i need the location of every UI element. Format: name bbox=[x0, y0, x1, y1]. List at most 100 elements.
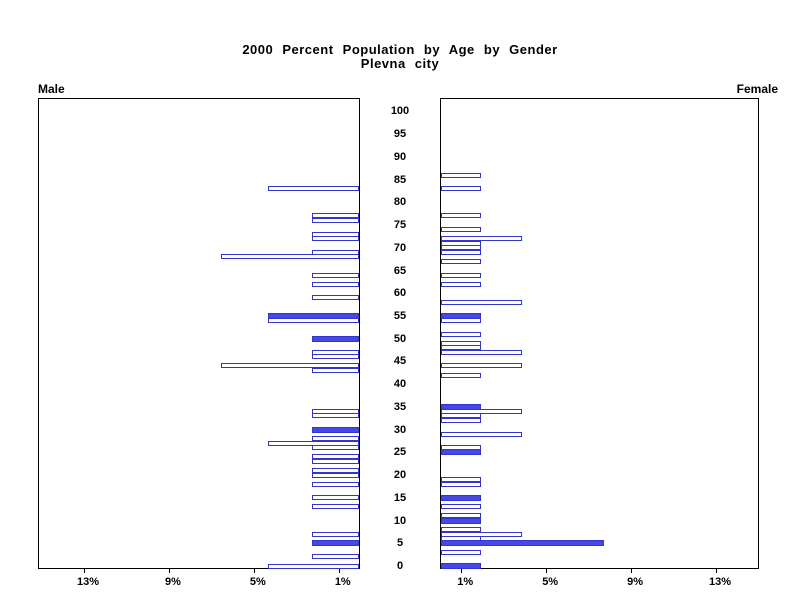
male-axis-tick bbox=[84, 569, 85, 573]
male-axis-tick bbox=[253, 569, 255, 573]
bar-male-age-68 bbox=[221, 254, 359, 260]
age-tick-label: 0 bbox=[396, 560, 404, 572]
bar-male-age-76 bbox=[312, 218, 359, 224]
bar-male-age-23 bbox=[312, 458, 359, 464]
female-axis-tick bbox=[631, 569, 633, 573]
bar-male-age-15 bbox=[312, 495, 359, 501]
bar-female-age-7 bbox=[441, 531, 522, 537]
female-percent-tick-label: 5% bbox=[542, 576, 559, 588]
bar-female-age-15 bbox=[441, 494, 481, 501]
bar-female-age-47 bbox=[441, 349, 522, 355]
bar-female-age-72 bbox=[441, 236, 522, 242]
male-percent-tick-label: 13% bbox=[76, 576, 100, 588]
age-tick-label: 10 bbox=[393, 514, 407, 527]
bar-female-age-44 bbox=[441, 363, 522, 369]
age-tick-label: 20 bbox=[393, 469, 407, 482]
bar-male-age-73 bbox=[312, 231, 359, 237]
bar-male-age-5 bbox=[312, 540, 359, 547]
bar-female-age-77 bbox=[441, 213, 481, 219]
bar-female-age-19 bbox=[441, 477, 481, 483]
bar-male-age-62 bbox=[312, 281, 359, 287]
age-tick-label: 40 bbox=[393, 378, 407, 391]
bar-male-age-33 bbox=[312, 413, 359, 419]
female-percent-tick-label: 9% bbox=[627, 576, 644, 588]
bar-male-age-46 bbox=[312, 354, 359, 360]
bar-female-age-48 bbox=[441, 345, 481, 351]
bar-male-age-0 bbox=[268, 563, 359, 569]
male-percent-tick-label: 5% bbox=[249, 576, 266, 588]
female-panel-header: Female bbox=[736, 82, 778, 96]
bar-male-age-2 bbox=[312, 554, 359, 560]
chart-title: 2000 Percent Population by Age by Gender bbox=[242, 42, 558, 57]
bar-male-age-26 bbox=[312, 445, 359, 451]
age-tick-label: 5 bbox=[396, 537, 404, 550]
bar-female-age-3 bbox=[441, 549, 481, 555]
bar-female-age-86 bbox=[441, 172, 481, 178]
bar-female-age-34 bbox=[441, 408, 522, 414]
bar-male-age-59 bbox=[312, 295, 359, 301]
bar-female-age-64 bbox=[441, 272, 481, 278]
age-tick-label: 50 bbox=[393, 332, 407, 345]
age-tick-label: 65 bbox=[393, 264, 407, 277]
age-tick-label: 45 bbox=[393, 355, 407, 368]
age-tick-label: 95 bbox=[393, 128, 407, 141]
female-axis-tick bbox=[546, 569, 548, 573]
male-axis-tick bbox=[168, 569, 170, 573]
age-tick-label: 70 bbox=[393, 241, 407, 254]
age-tick-label: 90 bbox=[393, 150, 407, 163]
age-tick-label: 15 bbox=[393, 491, 407, 504]
bar-male-age-50 bbox=[312, 335, 359, 342]
bar-male-age-83 bbox=[268, 186, 359, 192]
male-panel-header: Male bbox=[38, 82, 65, 96]
bar-male-age-21 bbox=[312, 468, 359, 474]
age-tick-label: 60 bbox=[393, 287, 407, 300]
female-percent-tick-label: 13% bbox=[708, 576, 731, 588]
bar-male-age-64 bbox=[312, 272, 359, 278]
bar-female-age-18 bbox=[441, 481, 481, 487]
bar-male-age-34 bbox=[312, 408, 359, 414]
bar-male-age-72 bbox=[312, 236, 359, 242]
female-axis-tick bbox=[461, 569, 463, 573]
bar-female-age-70 bbox=[441, 245, 481, 251]
bar-male-age-43 bbox=[312, 368, 359, 374]
bar-female-age-10 bbox=[441, 517, 481, 524]
bar-male-age-24 bbox=[312, 454, 359, 460]
age-tick-label: 30 bbox=[393, 423, 407, 436]
bar-female-age-33 bbox=[441, 413, 481, 419]
female-percent-tick-label: 1% bbox=[457, 576, 474, 588]
bar-male-age-18 bbox=[312, 481, 359, 487]
bar-male-age-47 bbox=[312, 349, 359, 355]
bar-female-age-51 bbox=[441, 331, 481, 337]
female-axis-tick bbox=[715, 569, 717, 573]
bar-male-age-28 bbox=[312, 436, 359, 442]
male-percent-tick-label: 1% bbox=[334, 576, 351, 588]
bar-female-age-49 bbox=[441, 340, 481, 346]
male-panel bbox=[38, 98, 360, 569]
bar-female-age-13 bbox=[441, 504, 481, 510]
bar-male-age-13 bbox=[312, 504, 359, 510]
bar-female-age-67 bbox=[441, 258, 481, 264]
bar-female-age-58 bbox=[441, 299, 522, 305]
bar-male-age-54 bbox=[268, 318, 359, 324]
age-tick-label: 100 bbox=[390, 105, 410, 118]
male-axis-tick bbox=[338, 569, 340, 573]
bar-female-age-83 bbox=[441, 186, 481, 192]
bar-female-age-25 bbox=[441, 449, 481, 456]
bar-female-age-5 bbox=[441, 540, 604, 547]
bar-female-age-71 bbox=[441, 240, 481, 246]
bar-male-age-69 bbox=[312, 249, 359, 255]
age-tick-label: 35 bbox=[393, 400, 407, 413]
age-tick-label: 85 bbox=[393, 173, 407, 186]
age-tick-label: 55 bbox=[393, 309, 407, 322]
bar-female-age-42 bbox=[441, 372, 481, 378]
bar-male-age-77 bbox=[312, 213, 359, 219]
bar-male-age-30 bbox=[312, 426, 359, 433]
age-tick-label: 25 bbox=[393, 446, 407, 459]
female-panel bbox=[440, 98, 759, 569]
male-percent-tick-label: 9% bbox=[164, 576, 181, 588]
bar-female-age-69 bbox=[441, 249, 481, 255]
bar-female-age-32 bbox=[441, 418, 481, 424]
bar-female-age-8 bbox=[441, 527, 481, 533]
bar-female-age-0 bbox=[441, 563, 481, 569]
